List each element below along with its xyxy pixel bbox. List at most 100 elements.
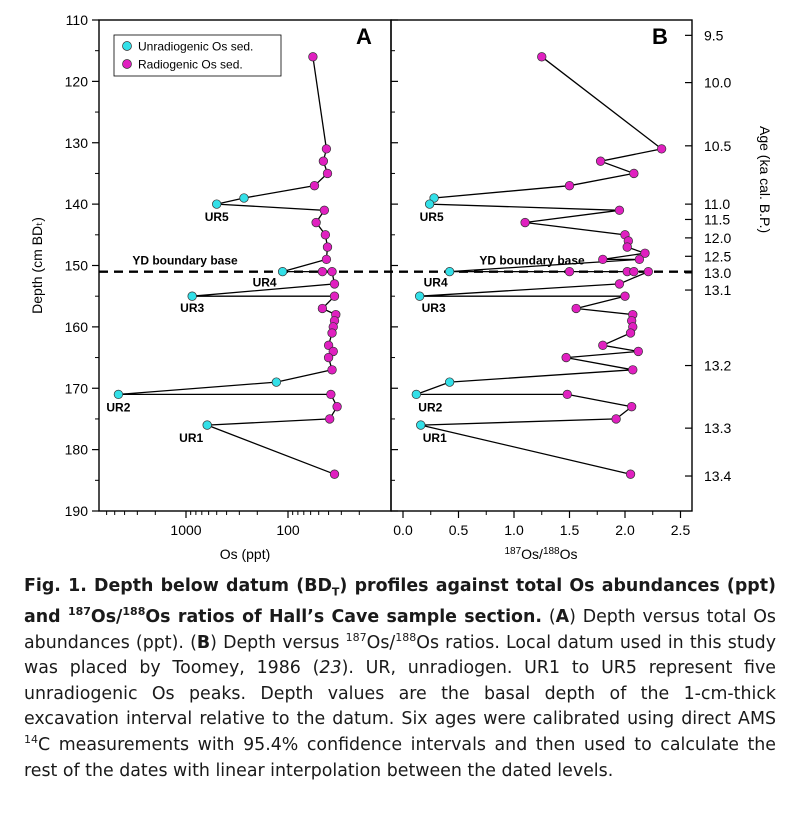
age-tick-label: 10.5 — [704, 138, 731, 154]
age-tick-label: 13.0 — [704, 265, 731, 281]
radiogenic-point — [520, 217, 530, 228]
legend-marker — [122, 41, 132, 51]
radiogenic-point — [319, 205, 330, 215]
radiogenic-point — [537, 52, 547, 62]
y-tick-label: 120 — [65, 73, 89, 89]
y-tick-label: 160 — [65, 319, 89, 335]
radiogenic-point — [640, 248, 650, 258]
radiogenic-point — [317, 266, 328, 277]
point-label: UR4 — [253, 276, 277, 290]
radiogenic-point — [321, 254, 332, 265]
x-tick-label: 1.5 — [560, 522, 580, 538]
unradiogenic-point — [271, 377, 282, 387]
unradiogenic-point — [411, 389, 421, 400]
radiogenic-point — [561, 352, 571, 363]
unradiogenic-point — [212, 199, 222, 209]
radiogenic-point — [620, 291, 630, 301]
radiogenic-point — [625, 328, 636, 338]
series-line — [118, 56, 338, 475]
point-label: UR1 — [423, 431, 447, 445]
point-label: UR3 — [422, 301, 446, 315]
radiogenic-point — [322, 168, 333, 179]
yd-boundary-label: YD boundary base — [479, 254, 585, 268]
x-axis-label: Os (ppt) — [220, 546, 271, 562]
point-label: UR3 — [180, 301, 204, 315]
legend-label: Radiogenic Os sed. — [138, 58, 243, 72]
age-tick-label: 12.5 — [704, 248, 731, 264]
unradiogenic-point — [187, 291, 197, 301]
radiogenic-point — [595, 156, 606, 166]
radiogenic-point — [598, 340, 608, 350]
age-tick-label: 13.2 — [704, 358, 731, 374]
radiogenic-point — [627, 402, 637, 412]
radiogenic-point — [634, 254, 645, 265]
radiogenic-point — [318, 156, 329, 166]
radiogenic-point — [328, 346, 338, 357]
unradiogenic-point — [416, 420, 426, 430]
series-line — [416, 56, 664, 475]
unradiogenic-point — [424, 199, 435, 209]
radiogenic-point — [325, 414, 335, 424]
y-tick-label: 190 — [65, 503, 89, 519]
y-tick-label: 180 — [65, 442, 89, 458]
unradiogenic-point — [444, 266, 455, 277]
radiogenic-point — [329, 279, 340, 289]
x-tick-label: 2.5 — [671, 522, 691, 538]
unradiogenic-point — [415, 291, 425, 301]
radiogenic-point — [562, 389, 572, 400]
caption-lead: Fig. 1. Depth below datum (BDT) profiles… — [24, 576, 776, 628]
radiogenic-point — [311, 217, 321, 228]
radiogenic-point — [327, 328, 337, 338]
panel-title: A — [356, 24, 372, 49]
radiogenic-point — [614, 205, 625, 215]
radiogenic-point — [323, 352, 334, 363]
figure-caption: Fig. 1. Depth below datum (BDT) profiles… — [24, 576, 777, 781]
panel-b: 0.0 0.5 1.0 1.5 2.0 2.5 187Os/188Os 9.5 10.0 10.5… — [390, 19, 773, 563]
radiogenic-point — [320, 230, 331, 240]
radiogenic-point — [564, 181, 575, 191]
y2-axis-label: Age (ka cal. B.P.) — [757, 126, 773, 233]
yd-boundary-label: YD boundary base — [132, 254, 238, 268]
y-tick-label: 150 — [65, 258, 89, 274]
radiogenic-point — [329, 291, 340, 301]
radiogenic-point — [317, 303, 328, 314]
unradiogenic-point — [277, 266, 288, 277]
age-tick-label: 13.1 — [704, 282, 731, 298]
radiogenic-point — [622, 242, 632, 252]
radiogenic-point — [625, 469, 636, 479]
radiogenic-point — [611, 414, 621, 424]
point-label: UR4 — [424, 276, 448, 290]
x-axis-label: 187Os/188Os — [504, 546, 577, 563]
unradiogenic-point — [113, 389, 124, 400]
radiogenic-point — [643, 266, 653, 277]
age-tick-label: 9.5 — [704, 27, 724, 43]
radiogenic-point — [323, 340, 334, 350]
radiogenic-point — [571, 303, 581, 314]
radiogenic-point — [598, 254, 608, 265]
radiogenic-point — [309, 181, 320, 191]
y-tick-label: 140 — [65, 196, 89, 212]
radiogenic-point — [327, 365, 337, 375]
point-label: UR2 — [418, 400, 442, 414]
unradiogenic-point — [444, 377, 455, 387]
age-tick-label: 13.4 — [704, 468, 731, 484]
age-tick-label: 10.0 — [704, 75, 731, 91]
x-tick-label: 2.0 — [615, 522, 635, 538]
radiogenic-point — [629, 168, 639, 179]
legend: Unradiogenic Os sed. Radiogenic Os sed. — [113, 34, 282, 77]
radiogenic-point — [308, 52, 318, 62]
x-tick-label: 1000 — [170, 522, 201, 538]
point-label: UR5 — [205, 210, 229, 224]
x-tick-label: 1.0 — [504, 522, 524, 538]
radiogenic-point — [327, 266, 337, 277]
x-tick-label: 0.5 — [449, 522, 469, 538]
radiogenic-point — [326, 389, 336, 400]
radiogenic-point — [332, 402, 342, 412]
radiogenic-point — [564, 266, 575, 277]
x-tick-label: 0.0 — [393, 522, 413, 538]
y-tick-label: 170 — [65, 380, 89, 396]
radiogenic-point — [322, 242, 333, 252]
y-axis-label: Depth (cm BDₜ) — [29, 217, 45, 314]
age-tick-label: 11.0 — [704, 196, 730, 212]
legend-marker — [122, 59, 132, 69]
